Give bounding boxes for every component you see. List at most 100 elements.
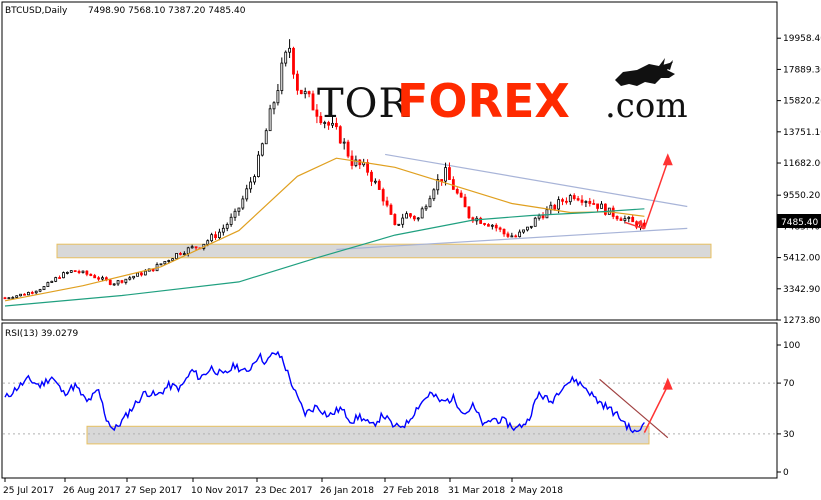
candle-body	[455, 189, 459, 194]
candle-body	[467, 206, 471, 219]
date-tick-label: 23 Dec 2017	[255, 486, 313, 496]
candle-body	[619, 218, 623, 221]
candle-body	[502, 228, 506, 235]
candle-body	[545, 209, 549, 219]
ma-slow-line	[4, 208, 645, 307]
rsi-tick-label: 70	[783, 379, 795, 389]
candle-body	[315, 109, 319, 117]
candle-body	[303, 91, 307, 95]
candle-body	[218, 231, 221, 239]
candle-body	[112, 283, 116, 286]
candle-body	[143, 270, 147, 276]
candle-body	[565, 200, 568, 203]
candle-body	[50, 280, 54, 283]
candle-body	[576, 198, 580, 201]
candle-body	[346, 141, 350, 157]
candle-body	[186, 247, 190, 254]
date-tick-label: 26 Aug 2017	[63, 486, 121, 496]
candle-body	[588, 201, 592, 204]
candle-body	[584, 201, 588, 203]
candle-body	[537, 215, 541, 219]
candle-body	[46, 282, 50, 287]
candle-body	[393, 214, 397, 225]
candle-body	[490, 224, 494, 227]
current-price-box	[777, 214, 821, 228]
candle-body	[331, 122, 334, 126]
candle-body	[175, 253, 178, 260]
candle-body	[409, 213, 412, 217]
candle-body	[436, 179, 440, 191]
candle-body	[194, 246, 198, 249]
candle-body	[171, 258, 175, 261]
candle-body	[596, 203, 600, 209]
candle-body	[479, 217, 483, 224]
current-price-label: 7485.40	[781, 218, 818, 228]
rsi-tick-label: 100	[783, 341, 800, 351]
candle-body	[483, 223, 486, 225]
candle-body	[241, 198, 245, 209]
candle-body	[89, 273, 93, 276]
date-tick-label: 26 Jan 2018	[320, 486, 374, 496]
candle-body	[401, 217, 405, 225]
candle-body	[42, 286, 46, 291]
projection-up-line	[643, 160, 669, 230]
candle-body	[62, 272, 65, 279]
rsi-tick-label: 0	[783, 468, 789, 478]
price-tick-label: 1273.80	[783, 316, 820, 326]
rsi-line	[4, 350, 645, 434]
rsi-tick-label: 30	[783, 430, 795, 440]
candle-body	[34, 290, 38, 294]
candle-body	[85, 270, 89, 275]
date-tick-label: 31 Mar 2018	[448, 486, 505, 496]
candle-body	[264, 130, 268, 145]
candle-body	[299, 89, 303, 95]
rsi-label: RSI(13) 39.0279	[5, 329, 78, 339]
candle-body	[428, 198, 432, 208]
candle-body	[101, 277, 104, 280]
candle-body	[38, 289, 42, 292]
date-tick-label: 27 Feb 2018	[383, 486, 439, 496]
candle-body	[631, 216, 635, 223]
candle-body	[69, 270, 73, 273]
ma-fast-line	[4, 157, 645, 302]
candle-body	[54, 277, 58, 282]
candle-body	[416, 217, 420, 220]
candle-body	[26, 292, 30, 296]
price-tick-label: 9550.20	[783, 191, 820, 201]
candle-body	[451, 179, 455, 190]
candle-body	[444, 167, 447, 182]
candle-body	[432, 189, 436, 200]
ohlc-label: 7498.90 7568.10 7387.20 7485.40	[88, 6, 246, 16]
candle-body	[7, 297, 11, 300]
candle-body	[249, 181, 253, 190]
candle-body	[128, 277, 132, 280]
date-tick-label: 27 Sep 2017	[125, 486, 182, 496]
candle-body	[225, 224, 229, 229]
candle-body	[3, 297, 7, 300]
candle-body	[334, 122, 338, 128]
candle-body	[377, 180, 381, 190]
candle-body	[280, 62, 284, 91]
candle-body	[260, 143, 264, 156]
candle-body	[459, 192, 463, 198]
candle-body	[514, 235, 518, 238]
support-zone	[56, 243, 712, 259]
date-tick-label: 10 Nov 2017	[191, 486, 249, 496]
candle-body	[311, 93, 315, 111]
chart-symbol-label: BTCUSD,Daily	[5, 6, 68, 16]
candle-body	[572, 195, 576, 199]
rsi-up-arrowhead	[662, 377, 673, 390]
candle-body	[541, 215, 545, 219]
date-tick-label: 25 Jul 2017	[3, 486, 54, 496]
candle-body	[245, 188, 249, 200]
candle-body	[15, 295, 19, 298]
candle-body	[338, 126, 342, 144]
candle-body	[600, 203, 603, 209]
date-tick-label: 2 May 2018	[510, 486, 563, 496]
candle-body	[233, 210, 237, 218]
candle-body	[307, 91, 311, 95]
candle-body	[494, 224, 498, 229]
candle-body	[159, 263, 163, 266]
candle-body	[167, 260, 171, 262]
projection-up-arrowhead	[662, 153, 673, 166]
